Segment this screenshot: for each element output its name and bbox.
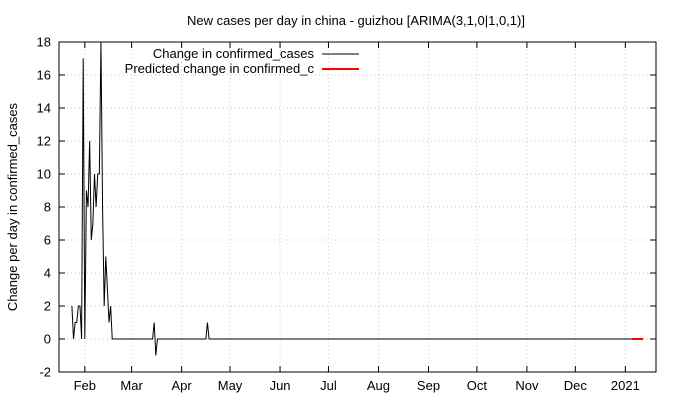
- x-axis-ticks: Feb Mar Apr May Jun Jul Aug Sep Oct Nov Dec 2021: [74, 42, 640, 393]
- y-tick-label: 10: [37, 167, 51, 182]
- x-tick-label: 2021: [611, 378, 640, 393]
- y-tick-label: 4: [44, 266, 51, 281]
- y-tick-label: 6: [44, 233, 51, 248]
- y-tick-label: 18: [37, 35, 51, 50]
- legend-label-confirmed: Change in confirmed_cases: [153, 46, 315, 61]
- y-axis-label: Change per day in confirmed_cases: [5, 102, 20, 311]
- y-axis-ticks: -2 0 2 4 6 8 10 12 14 16 18: [37, 35, 656, 380]
- x-tick-label: Feb: [74, 378, 96, 393]
- x-tick-label: Sep: [417, 378, 440, 393]
- y-tick-label: 8: [44, 200, 51, 215]
- y-tick-label: -2: [39, 365, 51, 380]
- y-tick-label: 0: [44, 332, 51, 347]
- grid-lines: [59, 42, 656, 372]
- x-tick-label: Dec: [564, 378, 588, 393]
- plot-frame: [58, 41, 657, 373]
- y-tick-label: 2: [44, 299, 51, 314]
- chart-title: New cases per day in china - guizhou [AR…: [187, 13, 525, 28]
- series-line-confirmed: [71, 41, 632, 356]
- x-tick-label: Apr: [172, 378, 193, 393]
- data-series: [71, 41, 644, 356]
- legend-label-predicted: Predicted change in confirmed_c: [125, 61, 315, 76]
- y-tick-label: 12: [37, 134, 51, 149]
- y-tick-label: 16: [37, 68, 51, 83]
- y-tick-label: 14: [37, 101, 51, 116]
- legend: Change in confirmed_cases Predicted chan…: [125, 46, 359, 76]
- x-tick-label: Jun: [270, 378, 291, 393]
- x-tick-label: Aug: [367, 378, 390, 393]
- x-tick-label: May: [218, 378, 243, 393]
- x-tick-label: Nov: [515, 378, 539, 393]
- x-tick-label: Oct: [467, 378, 488, 393]
- x-tick-label: Mar: [120, 378, 143, 393]
- x-tick-label: Jul: [320, 378, 337, 393]
